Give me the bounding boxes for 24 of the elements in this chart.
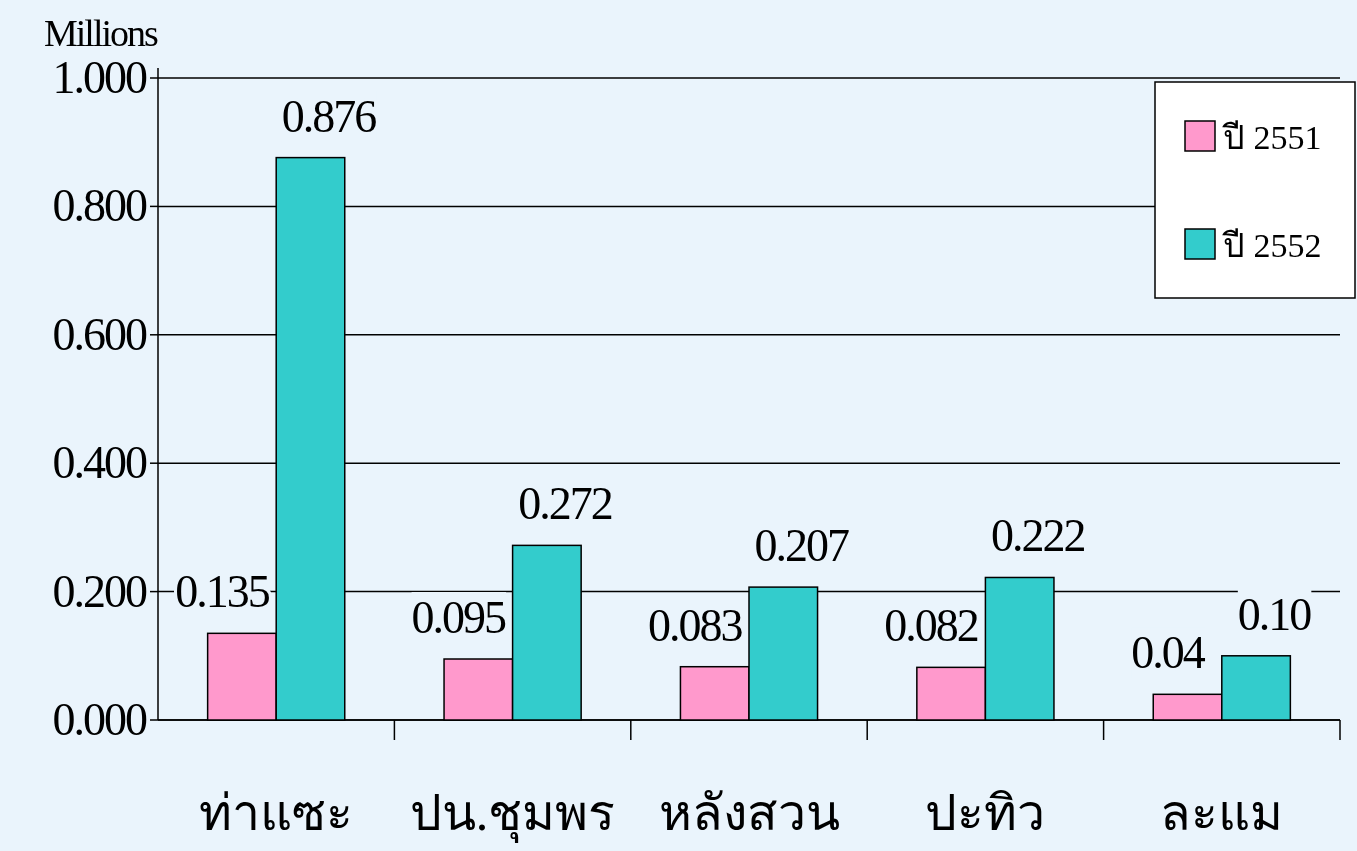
x-tick-label: หลังสวน xyxy=(658,785,840,841)
data-label: 0.10 xyxy=(1237,588,1312,640)
data-label: 0.222 xyxy=(990,510,1085,562)
y-tick-label: 0.000 xyxy=(52,694,147,745)
x-tick-label: ท่าแซะ xyxy=(199,785,354,841)
x-tick-label: ละแม xyxy=(1160,785,1284,841)
data-label: 0.272 xyxy=(518,478,612,530)
x-tick-label: ปะทิว xyxy=(925,785,1046,841)
data-label: 0.083 xyxy=(647,599,743,651)
y-tick-label: 0.200 xyxy=(52,565,147,617)
y-tick-label: 0.400 xyxy=(52,437,147,489)
data-label: 0.207 xyxy=(754,520,850,572)
y-axis-title: Millions xyxy=(44,12,159,54)
data-label: 0.135 xyxy=(175,566,270,618)
legend-label: ปี 2551 xyxy=(1222,119,1322,156)
y-tick-label: 0.800 xyxy=(52,180,147,232)
x-tick-label: ปน.ชุมพร xyxy=(409,785,616,843)
data-label: 0.04 xyxy=(1131,627,1206,679)
data-label: 0.082 xyxy=(884,600,978,652)
y-tick-label: 1.000 xyxy=(52,52,147,103)
data-label: 0.095 xyxy=(411,592,507,644)
y-tick-label: 0.600 xyxy=(52,308,147,360)
legend-label: ปี 2552 xyxy=(1222,227,1322,264)
data-label: 0.876 xyxy=(281,90,377,142)
